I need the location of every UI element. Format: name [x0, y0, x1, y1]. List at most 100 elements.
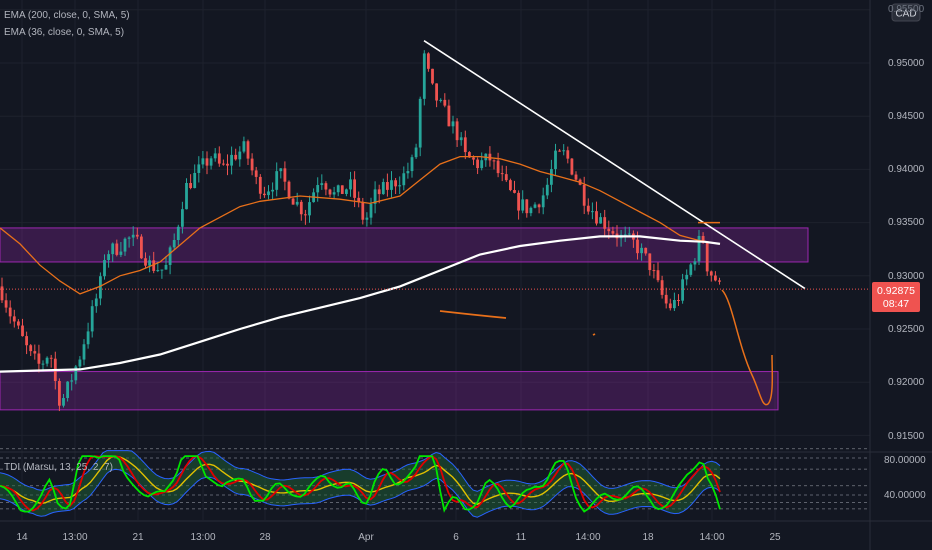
candle-body	[390, 180, 393, 190]
candle-body	[357, 197, 361, 202]
zone-rectangle	[0, 227, 809, 263]
time-tick: 11	[516, 532, 527, 543]
candle-body	[398, 185, 402, 187]
candle-body	[582, 184, 586, 206]
candle-body	[127, 237, 131, 239]
candle-body	[521, 199, 525, 211]
candle-body	[181, 209, 184, 227]
candle-body	[94, 298, 98, 307]
tdi-upper-band	[0, 450, 721, 492]
candle-body	[62, 398, 65, 406]
zone-rectangle	[0, 371, 779, 411]
candle-body	[295, 201, 299, 205]
candle-body	[504, 174, 508, 181]
price-tick: 0.95000	[888, 58, 925, 69]
candle-body	[550, 169, 553, 185]
candle-body	[135, 234, 139, 237]
projection-path	[721, 289, 774, 406]
candle-body	[49, 357, 53, 359]
candle-body	[304, 214, 307, 216]
candle-body	[361, 201, 365, 220]
candle-body	[41, 363, 45, 365]
candle-body	[25, 336, 28, 346]
price-tick: 0.92500	[888, 324, 925, 335]
current-price-tag	[872, 282, 920, 312]
candle-body	[537, 204, 541, 208]
candle-body	[652, 270, 656, 272]
candle-body	[492, 160, 496, 162]
candle-body	[373, 189, 377, 204]
candle-body	[627, 233, 631, 235]
candle-body	[8, 307, 12, 317]
candle-body	[603, 217, 607, 229]
candle-body	[320, 183, 324, 186]
candle-body	[574, 174, 578, 180]
candle-body	[152, 260, 156, 271]
time-tick: 13:00	[62, 532, 87, 543]
candles-layer[interactable]	[0, 50, 721, 412]
candle-body	[714, 275, 717, 281]
drawings-layer[interactable]	[0, 39, 870, 406]
candle-body	[591, 211, 594, 213]
candle-body	[611, 231, 615, 234]
candle-body	[349, 179, 352, 190]
candle-body	[176, 226, 180, 241]
currency-badge[interactable]	[891, 3, 921, 22]
candle-body	[644, 247, 648, 254]
candle-body	[45, 357, 49, 364]
time-tick: Apr	[358, 532, 374, 543]
candle-body	[640, 247, 643, 254]
candle-body	[283, 168, 287, 182]
ema200-line	[0, 235, 721, 373]
candle-body	[431, 68, 434, 84]
candle-body	[222, 163, 225, 165]
candle-body	[213, 153, 217, 159]
candle-body	[365, 217, 369, 220]
candle-body	[656, 270, 660, 281]
tdi-legend[interactable]: TDI (Marsu, 13, 25, 2, 7)	[4, 462, 113, 473]
candle-body	[140, 236, 143, 259]
tdi-panel[interactable]	[0, 448, 870, 518]
candle-body	[517, 192, 520, 211]
candle-body	[17, 321, 20, 326]
current-price-value: 0.92875	[877, 285, 915, 297]
price-tick: 0.93000	[888, 271, 925, 282]
candle-body	[509, 180, 512, 191]
candle-body	[144, 258, 147, 266]
candle-body	[328, 189, 332, 195]
candle-body	[217, 153, 221, 164]
candle-body	[287, 181, 291, 199]
candle-body	[148, 260, 151, 266]
candle-body	[246, 141, 250, 159]
candle-body	[468, 152, 471, 158]
candle-body	[21, 325, 24, 337]
price-tick: 0.91500	[888, 431, 925, 442]
candle-body	[258, 176, 262, 194]
candle-body	[201, 158, 205, 165]
candle-body	[205, 158, 209, 166]
candle-body	[693, 261, 697, 265]
candle-body	[599, 217, 602, 224]
time-tick: 18	[642, 532, 654, 543]
candle-body	[435, 83, 438, 101]
candle-body	[78, 359, 82, 367]
candle-body	[386, 182, 389, 190]
time-tick: 21	[132, 532, 144, 543]
legend-ema200[interactable]: EMA (200, close, 0, SMA, 5)	[4, 10, 130, 21]
candle-body	[496, 160, 500, 174]
candle-body	[394, 180, 397, 187]
candle-body	[90, 306, 94, 332]
candle-body	[242, 141, 246, 152]
candle-body	[189, 182, 192, 189]
candle-body	[648, 253, 652, 271]
tdi-tick: 40.00000	[884, 490, 926, 501]
candle-body	[377, 189, 381, 195]
trendline	[423, 39, 806, 290]
candle-body	[455, 121, 459, 141]
candle-body	[160, 269, 164, 271]
candle-body	[99, 276, 102, 299]
candle-body	[623, 234, 627, 236]
legend-ema36[interactable]: EMA (36, close, 0, SMA, 5)	[4, 27, 124, 38]
